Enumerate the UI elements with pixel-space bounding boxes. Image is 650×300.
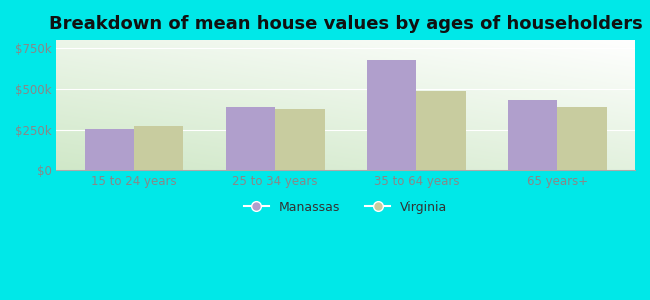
Bar: [558, 107, 607, 170]
Bar: [226, 107, 275, 170]
Bar: [367, 60, 416, 170]
Bar: [84, 129, 134, 170]
Bar: [134, 126, 183, 170]
Bar: [275, 109, 324, 170]
Title: Breakdown of mean house values by ages of householders: Breakdown of mean house values by ages o…: [49, 15, 643, 33]
Bar: [508, 100, 558, 170]
Legend: Manassas, Virginia: Manassas, Virginia: [239, 196, 452, 219]
Bar: [416, 91, 465, 170]
